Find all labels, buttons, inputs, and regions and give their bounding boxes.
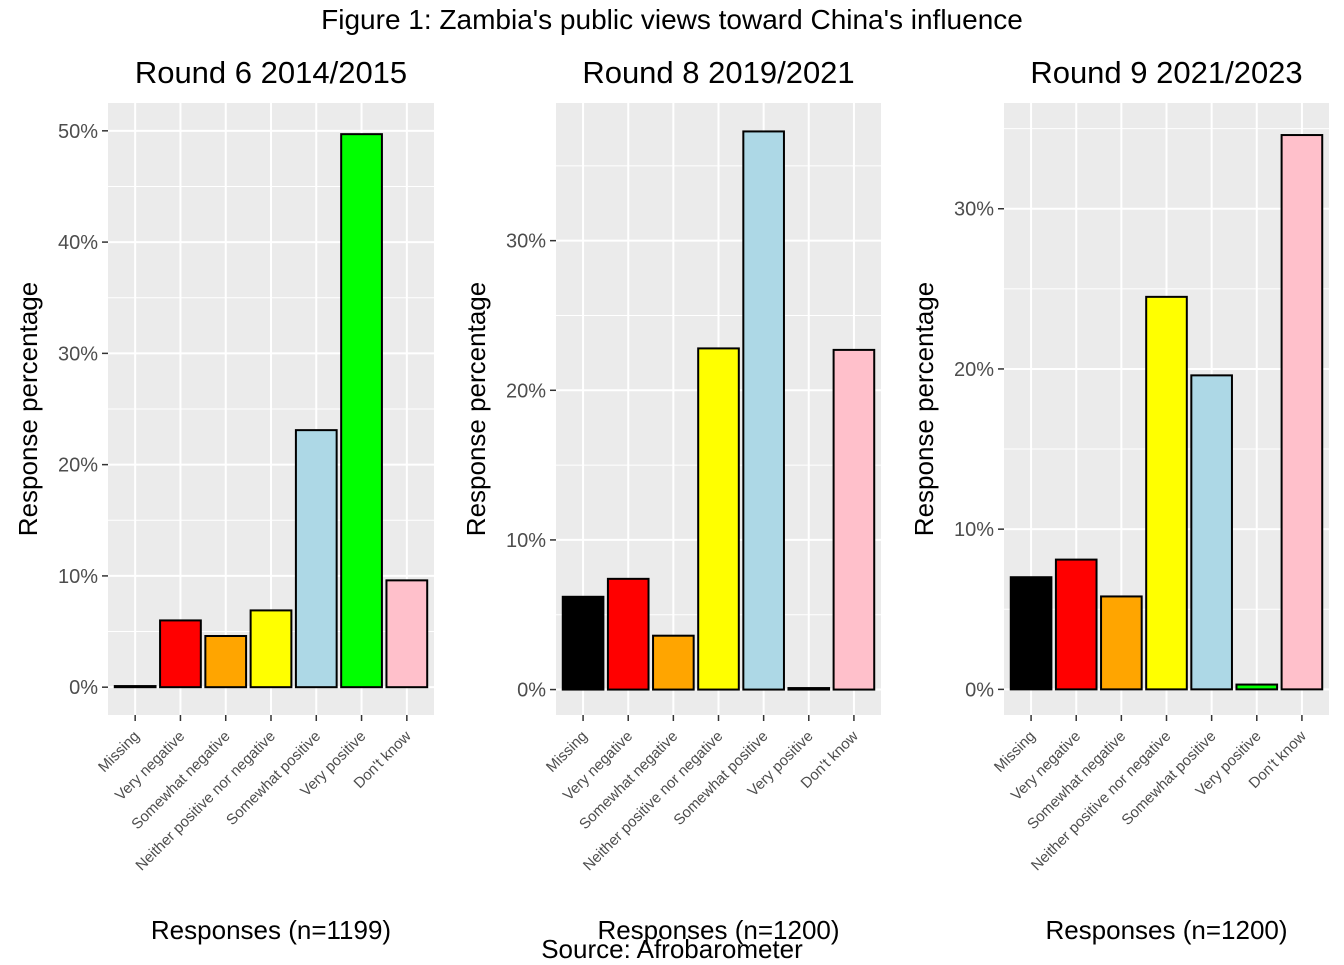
bar-very-negative [1054, 558, 1098, 691]
y-axis-title: Response percentage [13, 282, 43, 536]
figure-title: Figure 1: Zambia's public views toward C… [321, 4, 1023, 35]
bar-very-negative [159, 619, 202, 689]
bar-missing [561, 595, 605, 691]
panel-title: Round 9 2021/2023 [1030, 55, 1302, 90]
bar-very-positive [1235, 683, 1279, 691]
bar-somewhat-positive [742, 130, 785, 691]
y-tick-label: 40% [58, 232, 98, 254]
y-axis-title: Response percentage [909, 282, 939, 536]
panel-title: Round 8 2019/2021 [582, 55, 854, 90]
bar-somewhat-positive [1190, 374, 1233, 691]
bar-very-positive [340, 133, 383, 689]
y-tick-label: 30% [58, 343, 98, 365]
bar-very-positive [787, 687, 831, 691]
bar-neither-positive-nor-negative [249, 609, 293, 689]
y-tick-label: 10% [58, 566, 98, 588]
y-tick-label: 20% [506, 380, 546, 402]
y-axis-title: Response percentage [461, 282, 491, 536]
x-axis-title: Responses (n=1200) [1045, 915, 1287, 945]
x-axis-title: Responses (n=1199) [151, 915, 391, 945]
x-axis-title: Responses (n=1200) [597, 915, 839, 945]
bar-somewhat-negative [204, 634, 248, 689]
y-tick-label: 10% [954, 519, 994, 541]
bar-don-t-know [1280, 134, 1324, 691]
panel-title: Round 6 2014/2015 [135, 55, 407, 90]
figure-source: Source: Afrobarometer [541, 934, 803, 964]
y-tick-label: 20% [954, 359, 994, 381]
bar-somewhat-negative [1100, 595, 1143, 691]
bar-neither-positive-nor-negative [1145, 295, 1188, 691]
bar-missing [1009, 576, 1053, 691]
bar-neither-positive-nor-negative [697, 347, 740, 691]
bar-don-t-know [832, 348, 876, 691]
bar-very-negative [606, 577, 650, 691]
y-tick-label: 0% [965, 679, 994, 701]
y-tick-label: 0% [517, 680, 546, 702]
y-tick-label: 50% [58, 121, 98, 143]
y-tick-label: 30% [506, 231, 546, 253]
y-tick-label: 30% [954, 199, 994, 221]
bar-don-t-know [385, 579, 429, 689]
bar-missing [113, 685, 157, 689]
y-tick-label: 20% [58, 455, 98, 477]
y-tick-label: 10% [506, 530, 546, 552]
bar-somewhat-positive [294, 429, 338, 689]
bar-somewhat-negative [652, 634, 695, 691]
y-tick-label: 0% [69, 677, 98, 699]
